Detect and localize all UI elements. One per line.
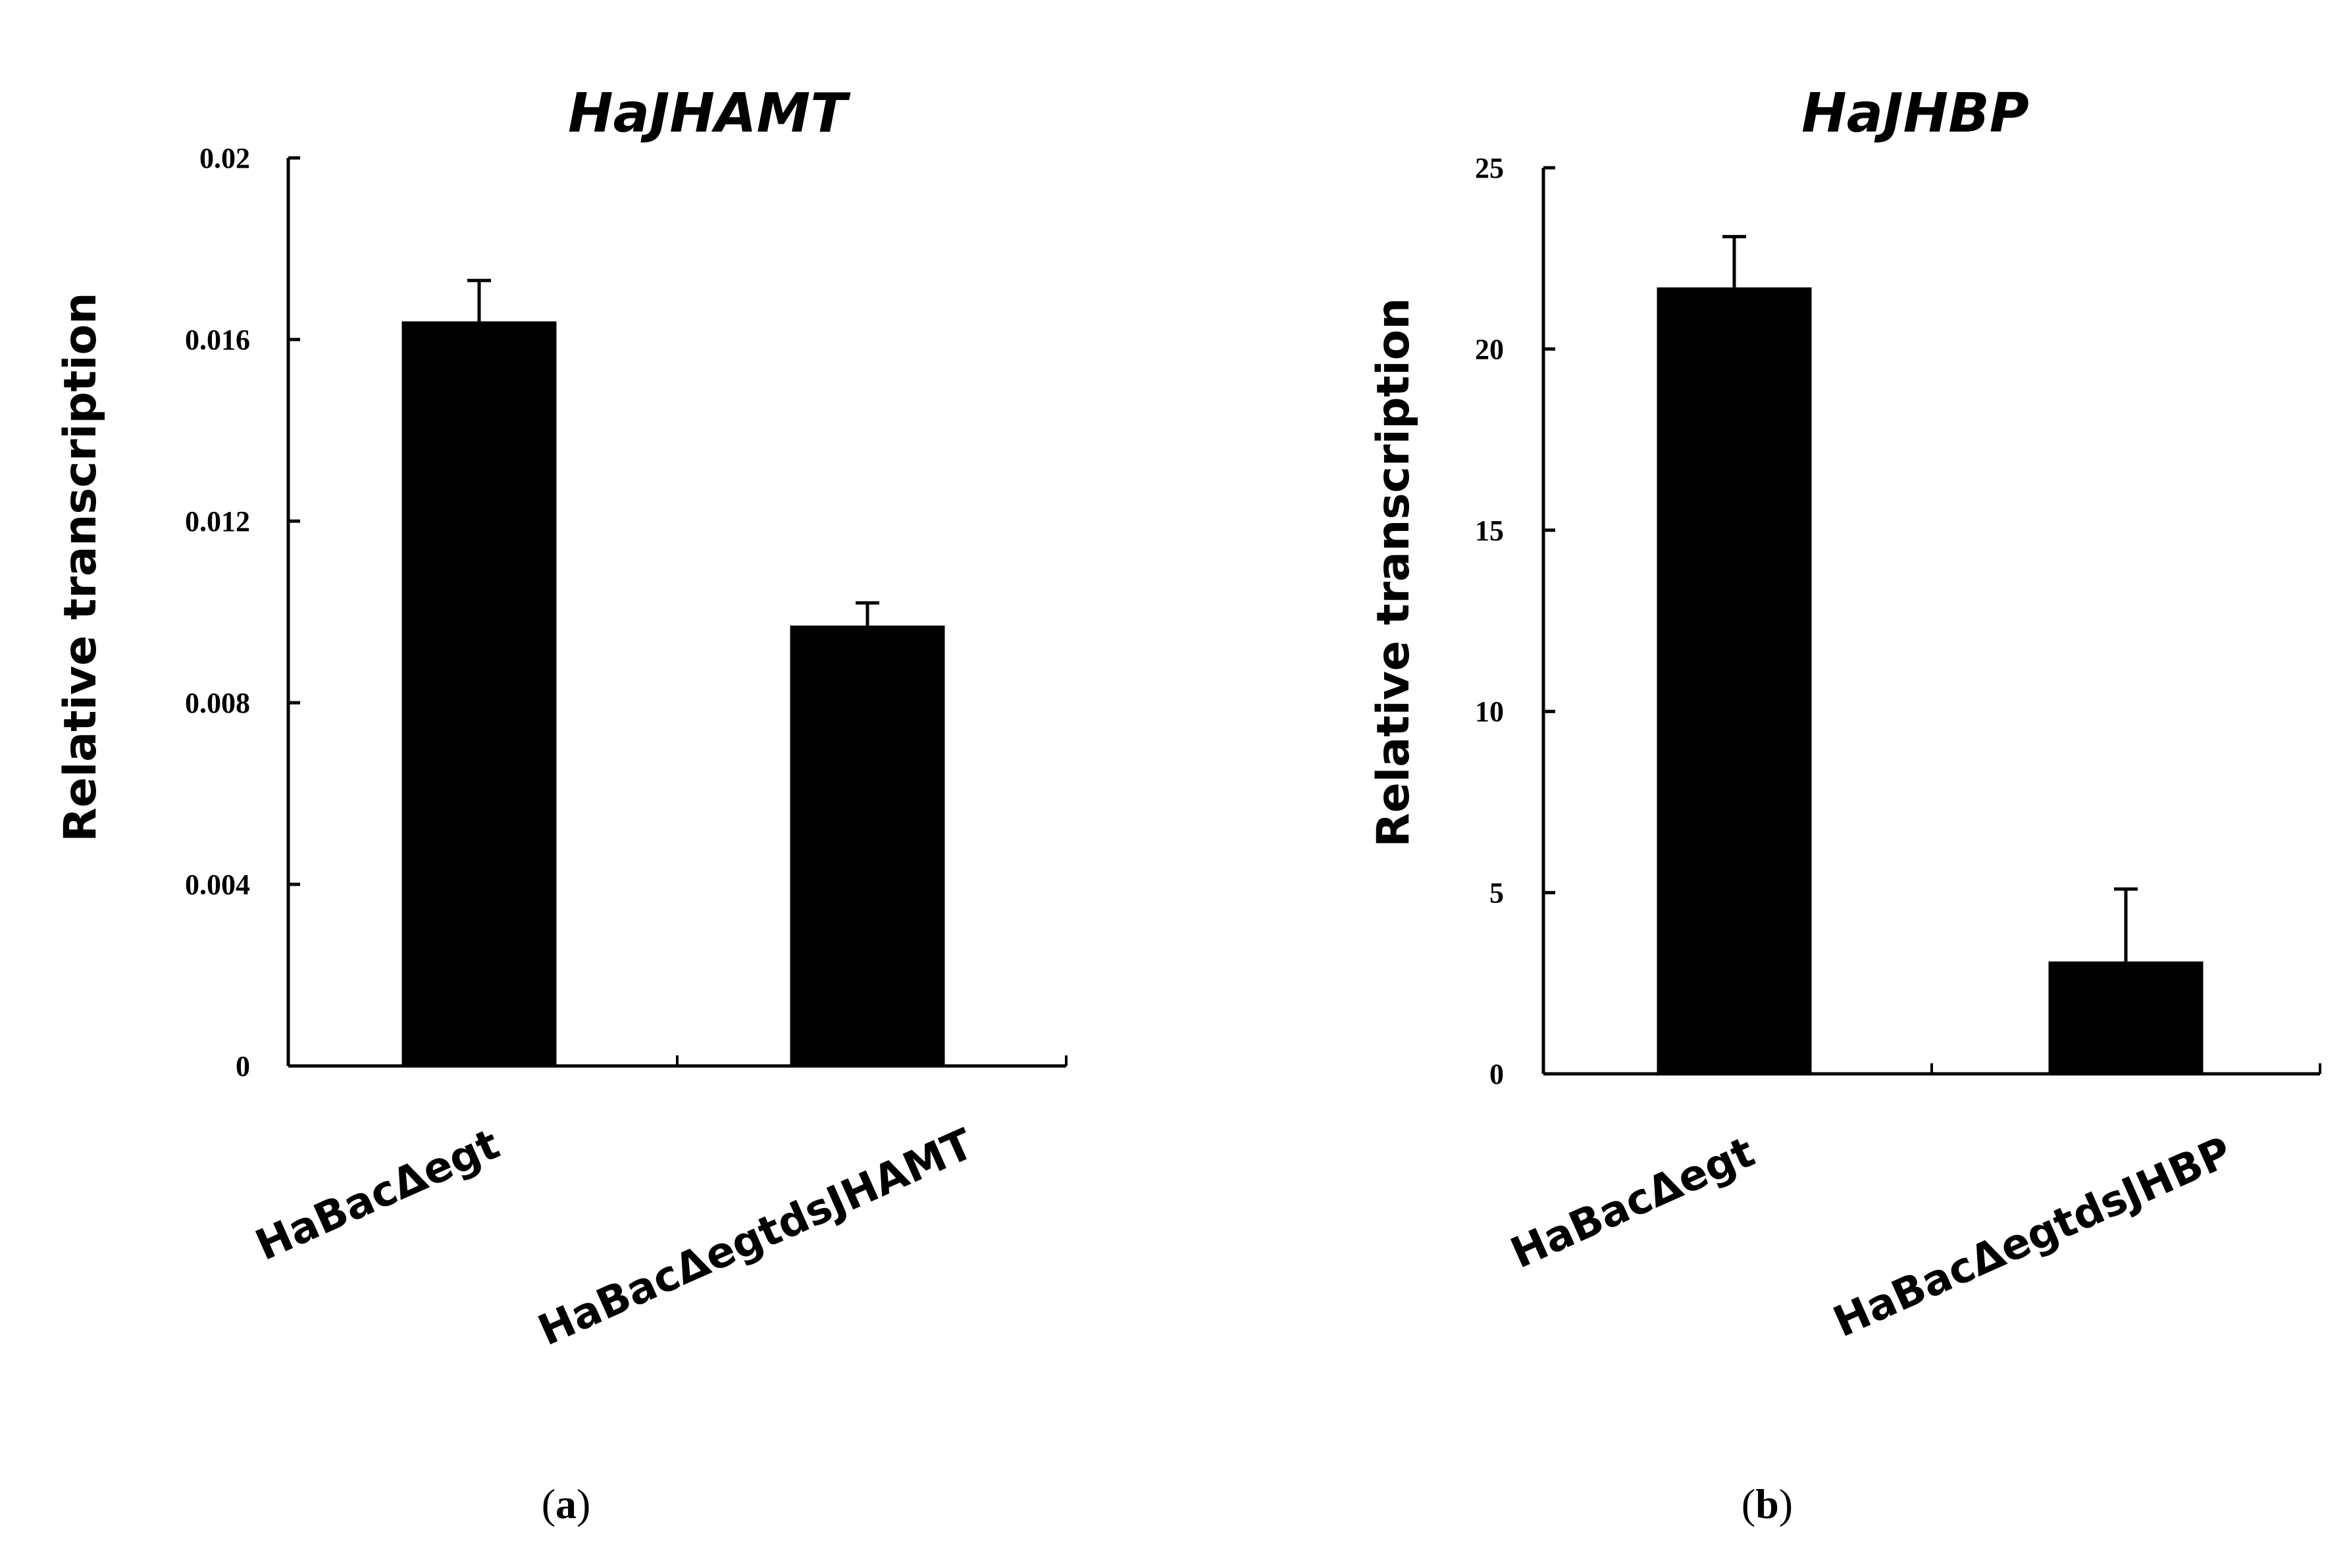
chart-a-error-bars bbox=[467, 278, 879, 626]
chart-b-title: HaJHBP bbox=[1801, 82, 2029, 145]
chart-b-panel-open: ( bbox=[1741, 1480, 1755, 1527]
chart-a-y-axis-label: Relative transcription bbox=[55, 292, 107, 842]
chart-b-bars bbox=[1657, 287, 2204, 1074]
chart-b-y-tick-label: 20 bbox=[1475, 333, 1504, 365]
chart-b-y-tick-label: 5 bbox=[1489, 877, 1504, 909]
chart-b-category-labels: HaBacΔegt HaBacΔegtdsJHBP bbox=[1504, 1128, 2239, 1347]
chart-a-x-ticks bbox=[676, 1055, 1068, 1066]
chart-b-bar bbox=[2048, 961, 2204, 1074]
chart-b-category-label: HaBacΔegtdsJHBP bbox=[1826, 1128, 2239, 1347]
chart-b-y-tick-label: 0 bbox=[1489, 1058, 1504, 1090]
chart-a-panel-open: ( bbox=[542, 1480, 555, 1527]
chart-b-x-ticks bbox=[1930, 1063, 2321, 1074]
chart-a-title: HaJHAMT bbox=[568, 82, 851, 145]
chart-a-y-tick-label: 0.004 bbox=[185, 869, 250, 901]
chart-b-y-ticks: 0 5 10 15 20 25 bbox=[1475, 152, 1555, 1090]
chart-b-panel-close: ) bbox=[1779, 1480, 1793, 1527]
chart-b-panel-label: (b) bbox=[1741, 1480, 1793, 1527]
chart-b-panel-letter: b bbox=[1755, 1480, 1779, 1527]
chart-a: HaJHAMT Relative transcription 0 0.004 0.0… bbox=[55, 82, 1068, 1527]
chart-b-y-axis-label: Relative transcription bbox=[1368, 297, 1420, 847]
chart-b-category-label: HaBacΔegt bbox=[1504, 1128, 1762, 1278]
chart-a-y-tick-label: 0.008 bbox=[185, 687, 250, 719]
chart-a-bars bbox=[401, 321, 945, 1066]
chart-a-y-tick-label: 0.02 bbox=[199, 142, 250, 174]
chart-b: HaJHBP Relative transcription 0 5 10 15 20 25… bbox=[1368, 82, 2321, 1527]
chart-a-y-ticks: 0 0.004 0.008 0.012 0.016 0.02 bbox=[185, 142, 300, 1082]
chart-b-error-bars bbox=[1722, 235, 2138, 962]
chart-a-y-tick-label: 0.012 bbox=[185, 505, 250, 538]
chart-a-panel-letter: a bbox=[555, 1480, 577, 1527]
chart-b-y-tick-label: 10 bbox=[1475, 695, 1504, 728]
chart-a-y-tick-label: 0 bbox=[236, 1050, 250, 1082]
chart-a-category-label: HaBacΔegt bbox=[249, 1120, 507, 1271]
chart-b-y-tick-label: 25 bbox=[1475, 152, 1504, 184]
chart-a-y-tick-label: 0.016 bbox=[185, 324, 250, 356]
chart-a-category-label: HaBacΔegtdsJHAMT bbox=[531, 1120, 981, 1355]
chart-a-category-labels: HaBacΔegt HaBacΔegtdsJHAMT bbox=[249, 1120, 981, 1355]
chart-b-y-tick-label: 15 bbox=[1475, 515, 1504, 547]
chart-a-bar bbox=[790, 625, 945, 1066]
chart-a-panel-close: ) bbox=[577, 1480, 590, 1527]
chart-a-panel-label: (a) bbox=[542, 1480, 591, 1527]
chart-a-bar bbox=[401, 321, 557, 1066]
chart-b-bar bbox=[1657, 287, 1812, 1074]
